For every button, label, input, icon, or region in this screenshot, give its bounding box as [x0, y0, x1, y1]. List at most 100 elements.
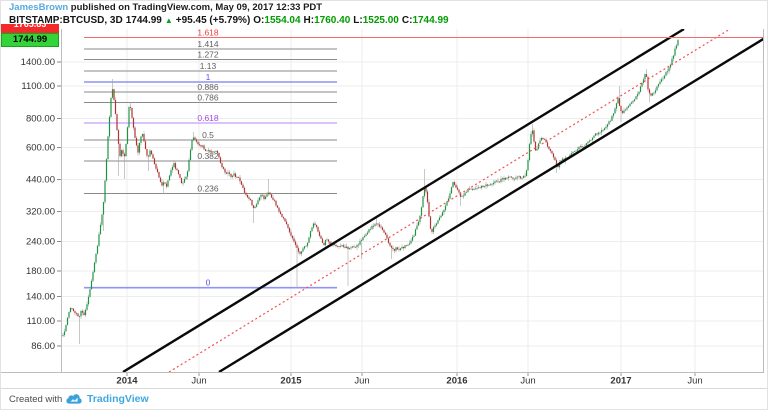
- candle: [539, 140, 541, 144]
- open-label: O:: [253, 15, 265, 26]
- up-arrow-icon: ▲: [164, 16, 173, 25]
- candle: [477, 187, 480, 189]
- low-label: L:: [353, 15, 363, 26]
- candle: [107, 136, 109, 160]
- candle: [566, 157, 568, 158]
- candle: [578, 146, 580, 150]
- candle: [92, 272, 94, 281]
- svg-text:0.382: 0.382: [197, 151, 219, 161]
- candle: [213, 151, 216, 153]
- candle: [369, 228, 372, 230]
- candle: [632, 101, 634, 103]
- candle: [521, 177, 523, 179]
- candle: [518, 176, 520, 177]
- candle: [156, 168, 159, 173]
- candle: [225, 172, 228, 174]
- tradingview-link[interactable]: TradingView: [87, 393, 149, 405]
- candle: [290, 232, 292, 236]
- candle: [113, 89, 115, 100]
- candle: [470, 188, 472, 190]
- candle: [164, 182, 166, 184]
- candle: [543, 139, 546, 140]
- candle: [254, 206, 256, 208]
- candle: [264, 196, 267, 200]
- candle: [636, 94, 639, 97]
- candle: [137, 145, 139, 153]
- candle: [438, 217, 441, 221]
- candle: [552, 153, 555, 158]
- svg-text:800.00: 800.00: [26, 114, 55, 125]
- candle: [281, 213, 283, 217]
- time-axis[interactable]: [61, 372, 764, 388]
- created-with-label: Created with: [9, 394, 63, 405]
- candle: [575, 150, 577, 152]
- candle: [257, 200, 259, 205]
- candle: [243, 187, 246, 193]
- candle: [440, 215, 442, 218]
- candle: [381, 227, 384, 231]
- candle: [132, 117, 135, 128]
- candle: [654, 90, 657, 93]
- candle: [471, 188, 474, 190]
- candle: [182, 182, 184, 184]
- candle: [75, 313, 78, 314]
- candle: [179, 174, 181, 178]
- candle: [596, 133, 598, 135]
- candle: [338, 246, 340, 247]
- candle: [246, 194, 249, 198]
- candle: [357, 244, 360, 246]
- candle: [480, 185, 483, 188]
- candle: [296, 244, 298, 248]
- candle: [653, 92, 655, 94]
- candle: [83, 312, 85, 316]
- candle: [362, 237, 364, 241]
- candle: [560, 160, 562, 162]
- candle: [329, 241, 331, 244]
- candle: [390, 245, 393, 248]
- candle: [189, 149, 192, 160]
- candle: [192, 137, 195, 141]
- candle: [222, 167, 225, 169]
- candle: [98, 234, 100, 246]
- candle: [459, 192, 462, 197]
- candle: [395, 247, 397, 251]
- candle: [117, 130, 120, 144]
- candle: [602, 130, 604, 131]
- candle: [495, 180, 498, 182]
- close-label: C:: [401, 15, 413, 26]
- price-axis[interactable]: [1, 29, 61, 372]
- candle: [345, 246, 348, 248]
- candle: [531, 130, 534, 134]
- candle: [651, 93, 654, 96]
- username-link[interactable]: JamesBrown: [9, 2, 69, 13]
- candle: [267, 192, 270, 195]
- candle: [659, 81, 661, 85]
- candle: [573, 151, 576, 152]
- candle: [449, 193, 451, 199]
- candle: [570, 153, 573, 155]
- candle: [548, 146, 550, 150]
- candle: [525, 170, 528, 176]
- candle: [297, 248, 300, 252]
- candle: [405, 245, 408, 247]
- candle: [414, 229, 417, 236]
- svg-text:2014: 2014: [116, 376, 138, 387]
- candle: [620, 105, 622, 112]
- candle: [399, 248, 402, 250]
- candle: [231, 175, 234, 177]
- candle: [291, 235, 294, 239]
- candle: [153, 158, 156, 165]
- candle: [656, 86, 658, 91]
- candle: [621, 111, 624, 113]
- candle: [503, 178, 505, 180]
- candle: [185, 176, 187, 179]
- candle: [590, 140, 592, 141]
- svg-text:1.272: 1.272: [197, 50, 219, 60]
- candle: [411, 236, 414, 241]
- candle: [672, 55, 675, 59]
- candle: [266, 194, 268, 197]
- candle: [114, 100, 117, 115]
- candle: [624, 109, 627, 111]
- svg-text:140.00: 140.00: [26, 292, 55, 303]
